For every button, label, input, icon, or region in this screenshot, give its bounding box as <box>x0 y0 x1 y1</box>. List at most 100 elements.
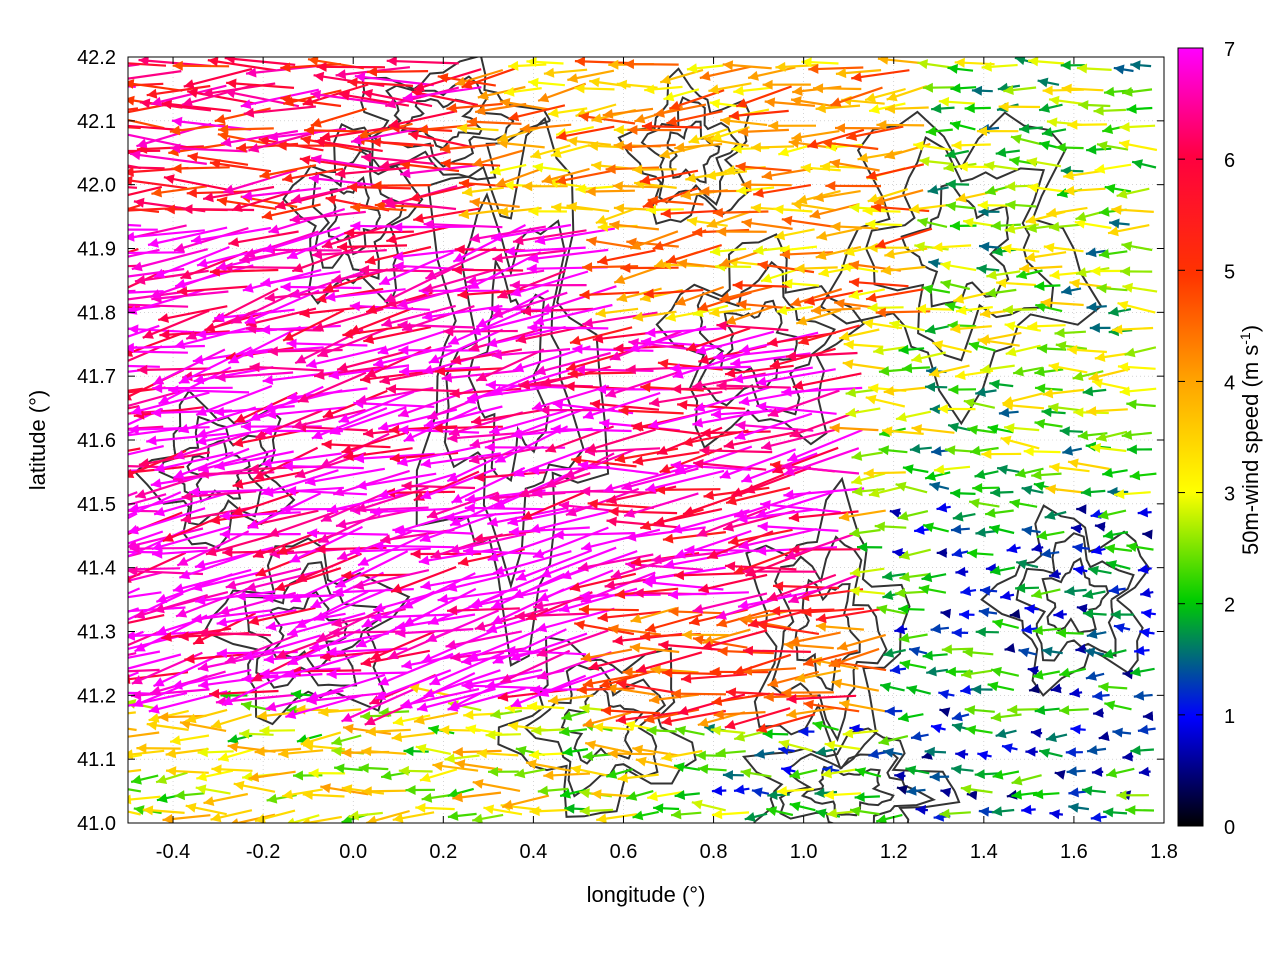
wind-arrow <box>736 299 791 310</box>
wind-arrow <box>304 125 364 136</box>
wind-arrow <box>217 748 255 762</box>
wind-arrow <box>413 68 482 92</box>
wind-arrow <box>451 264 524 275</box>
wind-arrow <box>1072 543 1090 553</box>
wind-arrow <box>1040 297 1084 308</box>
wind-arrow <box>275 630 346 659</box>
wind-arrow <box>685 327 751 352</box>
wind-arrow <box>959 609 975 620</box>
wind-arrow <box>574 57 633 67</box>
wind-arrow <box>280 62 342 73</box>
wind-arrow <box>1023 446 1061 457</box>
wind-arrow <box>629 642 680 654</box>
wind-arrow <box>335 166 407 179</box>
wind-arrow <box>128 126 141 130</box>
wind-arrow <box>1096 141 1129 151</box>
y-tick-label: 41.3 <box>77 622 116 644</box>
wind-arrow <box>195 384 273 416</box>
wind-arrow <box>1046 206 1088 218</box>
wind-arrow <box>424 246 497 280</box>
wind-arrow <box>722 60 772 71</box>
wind-arrow <box>172 60 230 71</box>
wind-arrow <box>444 753 480 764</box>
wind-arrow <box>128 691 160 696</box>
wind-arrow <box>521 490 587 521</box>
wind-arrow <box>226 78 295 89</box>
wind-arrow <box>369 630 436 661</box>
wind-arrow <box>214 107 271 124</box>
wind-arrow <box>1011 789 1038 800</box>
wind-arrow <box>1021 485 1044 495</box>
wind-arrow <box>216 196 277 210</box>
wind-arrow <box>188 487 271 497</box>
wind-arrow <box>170 143 248 154</box>
wind-arrow <box>938 689 955 700</box>
wind-arrow <box>990 487 1014 498</box>
wind-arrow <box>979 331 1022 344</box>
wind-arrow <box>979 364 1015 374</box>
wind-arrow <box>128 342 205 353</box>
wind-arrow <box>999 590 1015 601</box>
wind-arrow <box>1041 646 1063 657</box>
wind-arrow <box>865 163 925 181</box>
wind-arrow <box>153 245 230 279</box>
wind-arrow <box>219 529 301 540</box>
wind-arrow <box>490 709 523 719</box>
wind-arrow <box>128 427 182 437</box>
wind-arrow <box>128 103 165 114</box>
wind-arrow <box>760 428 835 451</box>
wind-arrow <box>732 366 813 384</box>
wind-arrow <box>532 526 609 559</box>
wind-arrow <box>181 490 257 502</box>
wind-arrow <box>559 788 586 799</box>
y-tick-label: 42.2 <box>77 47 116 69</box>
wind-arrow <box>278 748 324 759</box>
wind-arrow <box>128 753 143 759</box>
wind-arrow <box>1064 185 1106 196</box>
wind-arrow <box>646 725 677 736</box>
wind-arrow <box>570 764 612 778</box>
wind-arrow <box>425 609 500 643</box>
wind-arrow <box>142 309 210 339</box>
wind-arrow <box>762 79 811 90</box>
wind-arrow <box>198 627 271 638</box>
wind-arrow <box>783 487 865 500</box>
wind-arrow <box>385 384 459 394</box>
wind-arrow <box>185 708 228 724</box>
wind-arrow <box>540 546 617 578</box>
wind-arrow <box>1076 63 1112 74</box>
wind-arrow <box>744 812 768 822</box>
wind-arrow <box>702 628 751 645</box>
wind-arrow <box>710 725 746 736</box>
wind-arrow <box>1117 362 1156 372</box>
wind-arrow <box>761 167 813 181</box>
wind-arrow <box>1089 322 1111 333</box>
wind-arrow <box>128 465 185 474</box>
wind-arrow <box>446 445 521 483</box>
contour-line <box>415 116 610 667</box>
y-tick-label: 42.0 <box>77 175 116 197</box>
wind-arrow <box>895 481 928 494</box>
wind-arrow <box>1137 507 1152 518</box>
wind-arrow <box>673 762 701 773</box>
wind-arrow <box>851 451 883 461</box>
wind-arrow <box>337 241 408 252</box>
wind-arrow <box>998 101 1041 112</box>
wind-arrow <box>422 268 497 293</box>
wind-arrow <box>399 164 478 179</box>
wind-arrow <box>802 649 859 667</box>
x-tick-label: 1.6 <box>1060 841 1088 863</box>
wind-arrow <box>128 671 189 685</box>
wind-arrow <box>491 369 570 396</box>
wind-arrow <box>868 748 887 759</box>
wind-arrow <box>492 628 567 665</box>
wind-arrow <box>509 632 588 662</box>
wind-arrow <box>261 452 342 468</box>
wind-arrow <box>224 57 296 66</box>
wind-arrow <box>1067 458 1110 471</box>
wind-arrow <box>1086 629 1107 639</box>
wind-arrow <box>1088 367 1131 382</box>
wind-arrow <box>606 683 656 696</box>
wind-arrow <box>203 792 249 806</box>
wind-arrow <box>976 264 1000 274</box>
